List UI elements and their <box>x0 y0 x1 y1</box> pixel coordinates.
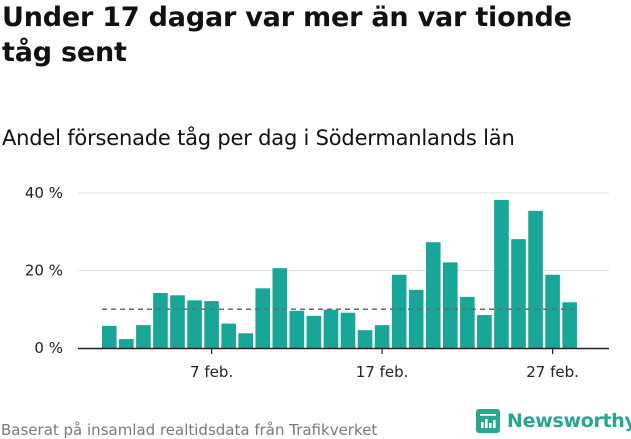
x-tick-label: 7 feb. <box>190 363 233 381</box>
bar <box>272 268 288 348</box>
bar <box>306 315 322 348</box>
y-tick-label: 0 % <box>34 339 63 357</box>
source-note: Baserat på insamlad realtidsdata från Tr… <box>1 421 378 439</box>
bar <box>204 301 219 348</box>
bar <box>374 325 390 348</box>
bar <box>357 330 373 348</box>
y-tick-label: 40 % <box>25 184 63 202</box>
chart-subtitle: Andel försenade tåg per dag i Södermanla… <box>2 126 515 150</box>
bar <box>323 309 339 348</box>
bar <box>443 262 458 348</box>
bar <box>255 288 271 348</box>
brand-name: Newsworthy <box>507 410 631 432</box>
bar <box>391 274 407 348</box>
bar <box>221 323 236 348</box>
bar <box>153 292 168 348</box>
bar <box>238 333 253 348</box>
bar <box>340 312 356 348</box>
chart-title: Under 17 dagar var mer än var tionde tåg… <box>2 2 572 68</box>
x-tick-label: 27 feb. <box>526 363 579 381</box>
newsworthy-logo-icon <box>476 409 500 433</box>
bar <box>494 199 509 348</box>
y-tick-label: 20 % <box>25 262 63 280</box>
bar <box>289 310 305 348</box>
bar <box>187 300 202 348</box>
bar <box>119 339 134 348</box>
bar <box>562 302 577 348</box>
x-tick-label: 17 feb. <box>356 363 409 381</box>
newsworthy-brand[interactable]: Newsworthy <box>476 409 631 433</box>
bar <box>425 242 441 348</box>
bar <box>511 239 526 348</box>
bar <box>136 325 151 348</box>
bar <box>545 274 560 348</box>
bar <box>102 325 117 348</box>
bar <box>477 315 492 348</box>
bar <box>460 296 475 348</box>
bar <box>528 210 543 348</box>
bar <box>170 295 185 348</box>
bar <box>408 289 424 348</box>
